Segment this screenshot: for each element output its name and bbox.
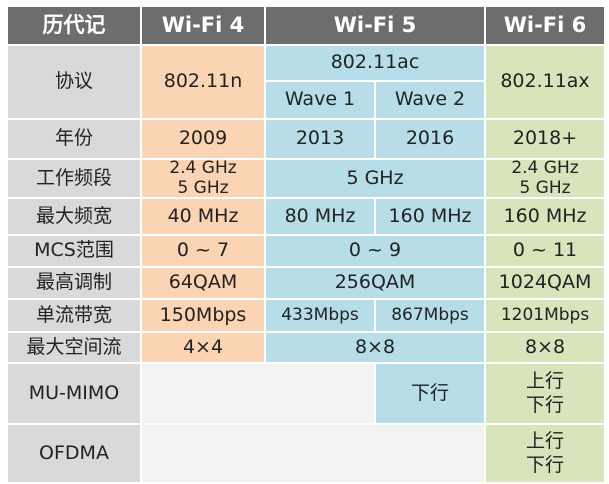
cell: Wave 1 (266, 82, 374, 118)
empty-cell (142, 425, 484, 482)
row-label-ofdma: OFDMA (8, 425, 140, 482)
cell: 上行 下行 (486, 364, 604, 423)
cell-line: 上行 (525, 429, 564, 452)
cell: 0 ~ 7 (142, 236, 264, 266)
cell: 下行 (376, 364, 484, 423)
cell: Wave 2 (376, 82, 484, 118)
cell: 160 MHz (376, 199, 484, 234)
cell: 2.4 GHz 5 GHz (486, 157, 604, 198)
header-wifi6: Wi-Fi 6 (486, 7, 604, 44)
header-wifi5: Wi-Fi 5 (266, 7, 484, 44)
empty-cell (142, 364, 374, 423)
cell: 1201Mbps (486, 300, 604, 331)
cell: 2.4 GHz 5 GHz (142, 157, 264, 198)
cell: 802.11ax (486, 46, 604, 118)
row-label-year: 年份 (8, 120, 140, 158)
cell-line: 上行 (525, 369, 564, 392)
cell: 8×8 (266, 333, 484, 362)
cell-line: 2.4 GHz (169, 157, 237, 178)
cell: 2018+ (486, 120, 604, 158)
cell: 1024QAM (486, 268, 604, 298)
row-label-protocol: 协议 (8, 46, 140, 118)
cell: 160 MHz (486, 199, 604, 234)
cell: 40 MHz (142, 199, 264, 234)
cell-line: 5 GHz (519, 177, 571, 198)
cell: 0 ~ 11 (486, 236, 604, 266)
row-label-modulation: 最高调制 (8, 268, 140, 298)
cell: 0 ~ 9 (266, 236, 484, 266)
cell: 802.11n (142, 46, 264, 118)
cell: 256QAM (266, 268, 484, 298)
cell-line: 下行 (525, 453, 564, 476)
header-wifi4: Wi-Fi 4 (142, 7, 264, 44)
cell: 802.11ac (266, 46, 484, 80)
cell: 150Mbps (142, 300, 264, 331)
cell-line: 2.4 GHz (511, 157, 579, 178)
row-label-mumimo: MU-MIMO (8, 364, 140, 423)
row-label-bandwidth: 最大频宽 (8, 199, 140, 234)
cell: 8×8 (486, 333, 604, 362)
cell: 867Mbps (376, 300, 484, 331)
cell: 2009 (142, 120, 264, 158)
cell-line: 下行 (525, 393, 564, 416)
row-label-mcs: MCS范围 (8, 236, 140, 266)
cell: 4×4 (142, 333, 264, 362)
cell: 2013 (266, 120, 374, 158)
header-label: 历代记 (8, 7, 140, 44)
cell: 433Mbps (266, 300, 374, 331)
cell-line: 5 GHz (177, 177, 229, 198)
cell: 80 MHz (266, 199, 374, 234)
cell: 64QAM (142, 268, 264, 298)
row-label-band: 工作频段 (8, 160, 140, 197)
cell: 2016 (376, 120, 484, 158)
cell: 5 GHz (266, 160, 484, 197)
row-label-stream-rate: 单流带宽 (8, 300, 140, 331)
row-label-spatial: 最大空间流 (8, 333, 140, 362)
cell: 上行 下行 (486, 425, 604, 482)
